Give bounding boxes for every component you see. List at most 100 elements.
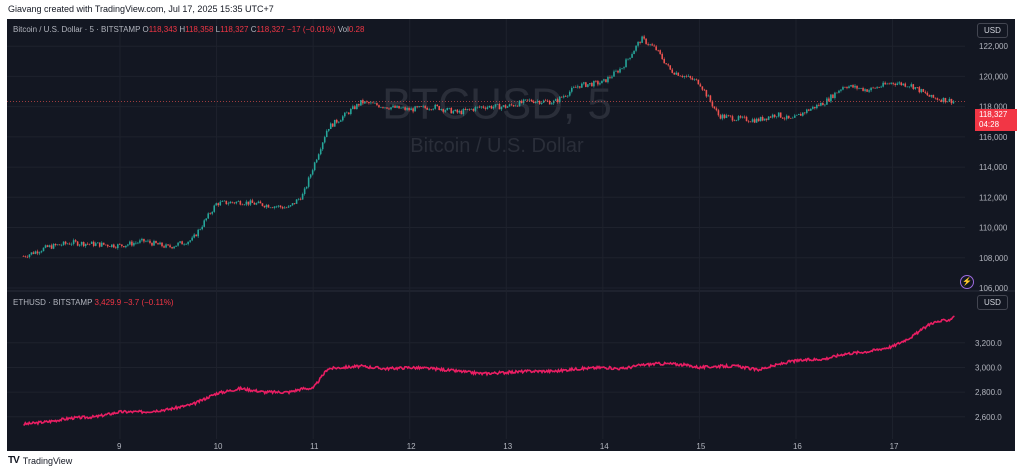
btc-candle-body	[157, 243, 159, 245]
btc-candle-body	[872, 87, 874, 89]
btc-candle-body	[934, 97, 937, 99]
btc-candle-body	[852, 85, 854, 88]
btc-candle-body	[56, 244, 59, 246]
btc-candle-body	[882, 82, 884, 87]
btc-candle-body	[432, 108, 434, 110]
btc-candle-body	[205, 218, 208, 221]
btc-candle-body	[179, 241, 181, 243]
btc-candle-body	[36, 251, 39, 254]
x-tick-label: 17	[890, 442, 899, 451]
btc-candle-body	[719, 115, 722, 119]
btc-currency-button[interactable]: USD	[977, 23, 1008, 38]
btc-candle-body	[151, 242, 153, 246]
btc-candle-body	[538, 100, 541, 104]
btc-candle-body	[259, 201, 262, 204]
btc-candle-body	[358, 104, 360, 106]
btc-candle-body	[422, 106, 424, 107]
btc-candle-body	[763, 118, 766, 121]
btc-candle-body	[189, 240, 191, 242]
btc-candle-body	[494, 104, 497, 107]
btc-y-tick-label: 120,000	[979, 72, 1008, 81]
btc-candle-body	[665, 63, 668, 65]
btc-candle-body	[468, 108, 471, 110]
btc-candle-body	[307, 177, 310, 187]
btc-candle-body	[918, 87, 921, 93]
btc-candle-body	[346, 112, 348, 114]
btc-candle-body	[548, 100, 551, 105]
btc-candle-body	[331, 123, 334, 127]
btc-candle-body	[639, 42, 641, 43]
btc-candle-body	[667, 64, 670, 66]
btc-candle-body	[490, 105, 493, 109]
btc-candle-body	[396, 105, 398, 108]
btc-candle-body	[285, 207, 288, 209]
btc-candle-body	[442, 109, 445, 112]
btc-candle-body	[733, 120, 736, 122]
btc-candle-body	[801, 112, 804, 116]
btc-candle-body	[104, 244, 107, 246]
btc-candle-body	[789, 118, 792, 119]
btc-candle-body	[229, 201, 232, 204]
btc-candle-body	[169, 245, 171, 248]
btc-candle-body	[66, 243, 69, 245]
btc-candle-body	[512, 105, 515, 107]
btc-candle-body	[611, 76, 613, 78]
btc-candle-body	[816, 104, 818, 109]
btc-candle-body	[840, 89, 842, 91]
btc-candle-body	[687, 76, 690, 77]
btc-candle-body	[488, 105, 491, 108]
btc-candle-body	[356, 104, 358, 110]
btc-candle-body	[386, 107, 388, 109]
btc-candle-body	[380, 107, 382, 108]
eth-currency-button[interactable]: USD	[977, 295, 1008, 310]
btc-candle-body	[804, 112, 806, 114]
tradingview-logo-icon: TV	[8, 455, 20, 466]
btc-candle-body	[275, 206, 278, 208]
btc-candle-body	[366, 101, 368, 103]
btc-candle-body	[856, 85, 858, 89]
btc-candle-body	[223, 200, 226, 202]
eth-change: −3.7 (−0.11%)	[123, 298, 174, 307]
eth-value: 3,429.9	[94, 298, 122, 307]
btc-candle-body	[942, 97, 945, 102]
btc-candle-body	[486, 107, 489, 109]
btc-candle-body	[683, 76, 686, 78]
lightning-alert-icon[interactable]: ⚡	[960, 275, 974, 289]
btc-candle-body	[247, 201, 250, 205]
btc-candle-body	[376, 103, 378, 106]
btc-candle-body	[707, 95, 710, 97]
chart-canvas[interactable]: 106,000 108,000 110,000 112,000 114,000 116,0…	[7, 19, 1015, 451]
btc-candle-body	[319, 149, 322, 155]
btc-candle-body	[723, 114, 726, 118]
btc-candle-body	[434, 104, 437, 109]
btc-last-price-tag: 118,327 04:28	[975, 109, 1017, 131]
btc-candle-body	[28, 254, 31, 258]
btc-candle-body	[219, 201, 222, 206]
btc-candle-body	[291, 203, 294, 206]
btc-candle-body	[231, 201, 234, 203]
btc-candle-body	[609, 77, 611, 78]
btc-candle-body	[701, 86, 704, 90]
btc-candle-body	[249, 200, 252, 205]
btc-candle-body	[325, 130, 328, 138]
btc-candle-body	[52, 243, 55, 249]
btc-candle-body	[617, 70, 619, 73]
btc-candle-body	[279, 205, 282, 208]
btc-candle-body	[779, 112, 782, 118]
btc-candle-body	[323, 137, 326, 143]
btc-candle-body	[522, 99, 525, 103]
btc-candle-body	[952, 101, 955, 104]
btc-candle-body	[177, 242, 179, 246]
btc-candle-body	[627, 58, 629, 60]
btc-candle-body	[564, 96, 567, 97]
btc-candle-body	[147, 240, 149, 242]
btc-candle-body	[201, 226, 203, 230]
chart-frame[interactable]: 106,000 108,000 110,000 112,000 114,000 116,0…	[7, 19, 1017, 451]
btc-candle-body	[593, 80, 595, 87]
btc-candle-body	[765, 118, 768, 120]
btc-candle-body	[335, 119, 338, 123]
btc-candle-body	[631, 54, 633, 58]
btc-candle-body	[398, 105, 400, 109]
btc-candle-body	[412, 108, 414, 112]
btc-candle-body	[92, 241, 95, 246]
